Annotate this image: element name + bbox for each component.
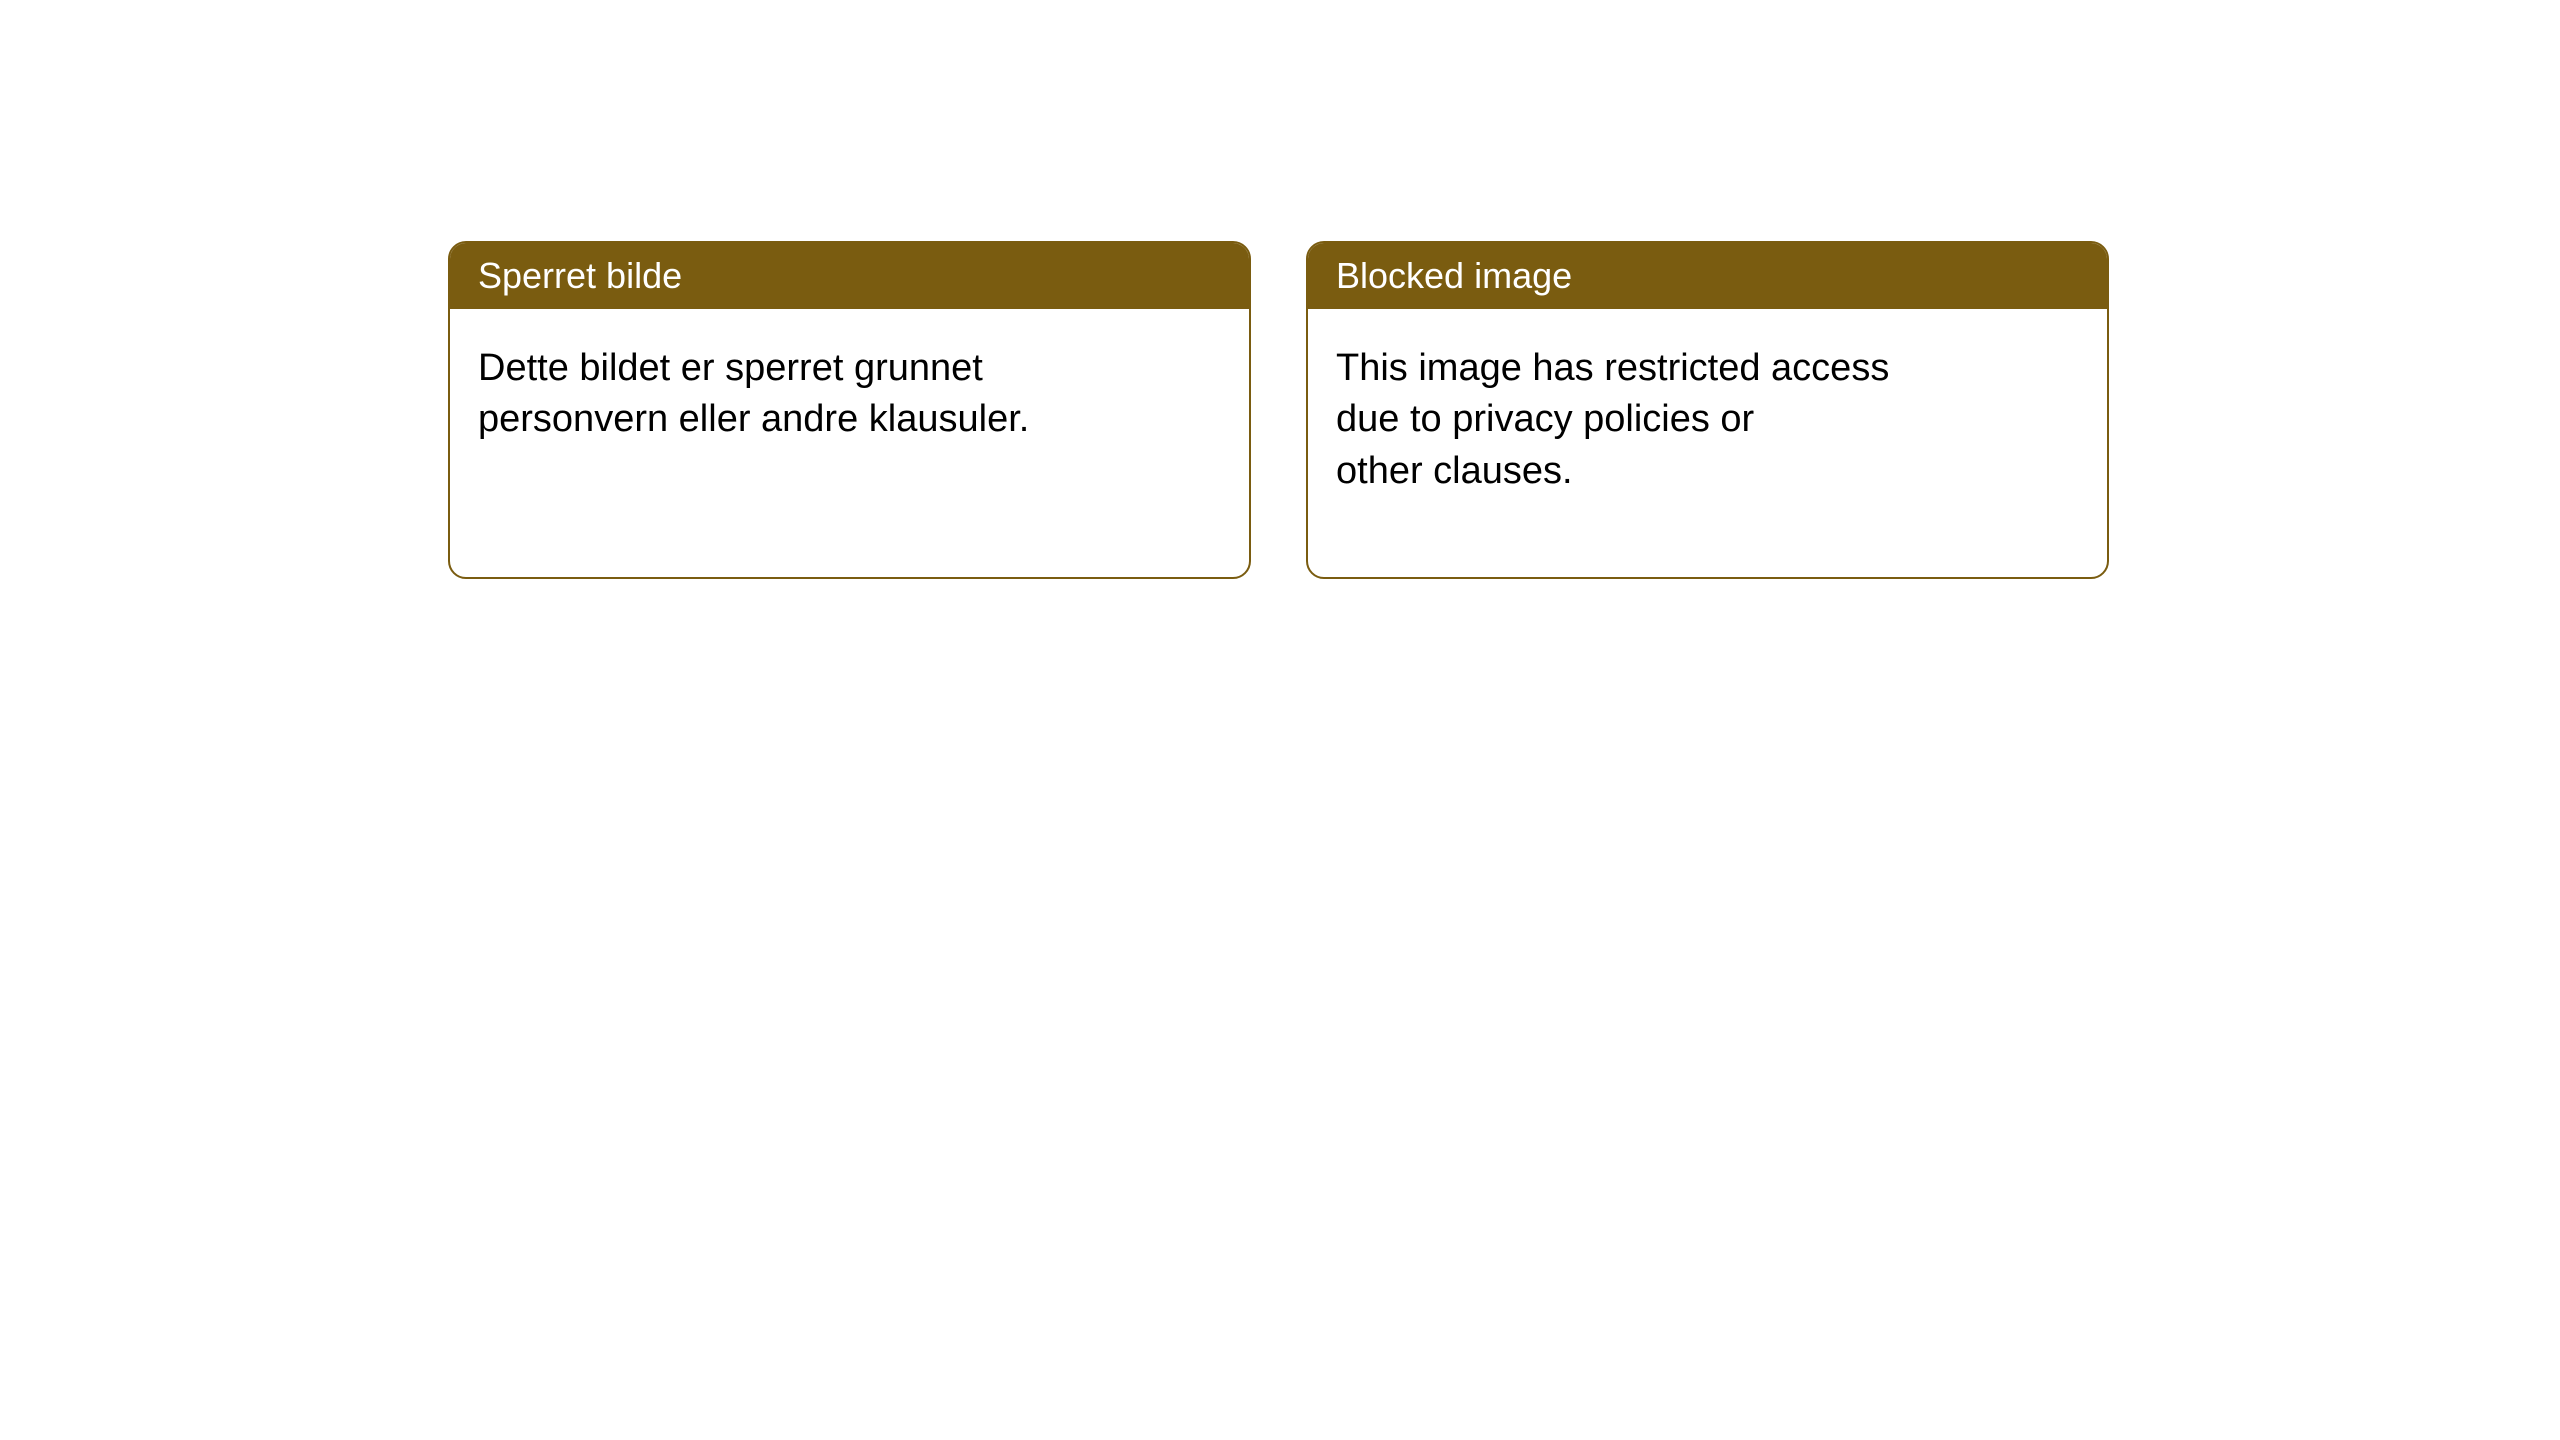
notice-title: Sperret bilde: [478, 255, 682, 296]
notice-card-english: Blocked image This image has restricted …: [1306, 241, 2109, 579]
notice-body: Dette bildet er sperret grunnet personve…: [450, 309, 1130, 526]
notice-body-text: This image has restricted access due to …: [1336, 347, 1889, 492]
notice-body: This image has restricted access due to …: [1308, 309, 1988, 577]
notice-card-norwegian: Sperret bilde Dette bildet er sperret gr…: [448, 241, 1251, 579]
notice-container: Sperret bilde Dette bildet er sperret gr…: [448, 241, 2109, 579]
notice-title: Blocked image: [1336, 255, 1572, 296]
notice-header: Sperret bilde: [450, 243, 1249, 309]
notice-header: Blocked image: [1308, 243, 2107, 309]
notice-body-text: Dette bildet er sperret grunnet personve…: [478, 347, 1029, 440]
